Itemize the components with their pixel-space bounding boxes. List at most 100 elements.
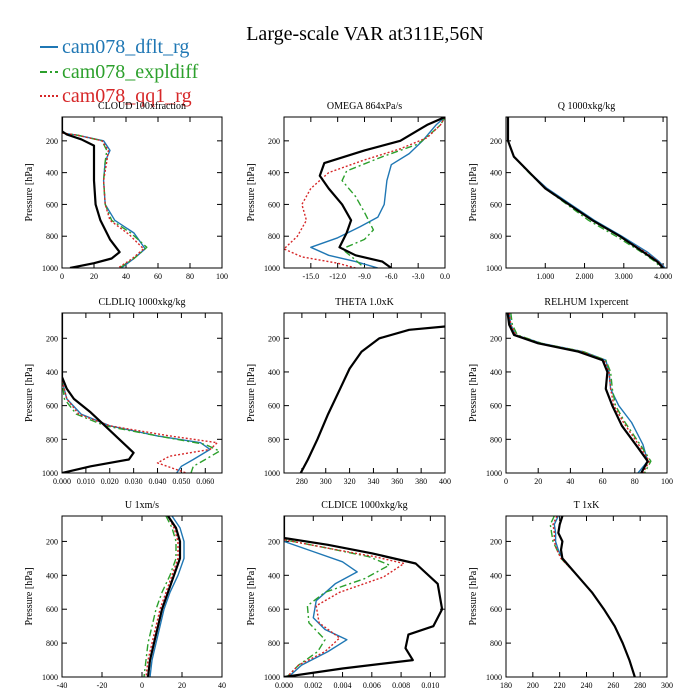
series-line-black: [506, 117, 664, 268]
y-tick-label: 400: [490, 169, 502, 178]
series-group: [62, 313, 221, 473]
y-tick-label: 1000: [42, 469, 58, 478]
panel-title: CLDICE 1000xkg/kg: [321, 500, 407, 511]
chart-panel: CLDICE 1000xkg/kg Pressure [hPa] 200 400 600…: [246, 500, 446, 690]
x-tick-label: 300: [320, 477, 332, 486]
series-line-black: [557, 516, 636, 677]
x-tick-label: -9.0: [358, 272, 371, 281]
series-line-cam078_qq1_rg: [507, 117, 665, 268]
y-axis-label: Pressure [hPa]: [468, 364, 479, 422]
y-tick-label: 200: [46, 537, 58, 546]
x-tick-label: 0.004: [334, 681, 352, 690]
x-tick-label: 320: [344, 477, 356, 486]
x-tick-label: 0.006: [363, 681, 381, 690]
x-tick-label: 220: [554, 681, 566, 690]
series-group: [62, 117, 148, 268]
plot-frame: [283, 312, 446, 474]
x-tick-label: 0.040: [149, 477, 167, 486]
x-tick-label: 400: [439, 477, 451, 486]
x-tick-label: 20: [534, 477, 542, 486]
x-tick-label: 20: [178, 681, 186, 690]
x-tick-label: 260: [607, 681, 619, 690]
x-tick-label: 0.008: [392, 681, 410, 690]
panel-title: RELHUM 1xpercent: [544, 297, 628, 308]
y-tick-label: 400: [46, 571, 58, 580]
series-line-cam078_expldiff: [143, 516, 177, 677]
series-line-cam078_qq1_rg: [62, 117, 145, 268]
y-axis-label: Pressure [hPa]: [24, 567, 35, 625]
series-line-cam078_dflt_rg: [62, 117, 146, 268]
y-tick-label: 800: [268, 435, 280, 444]
plot-frame: [283, 116, 446, 269]
y-tick-label: 200: [46, 334, 58, 343]
series-line-cam078_dflt_rg: [284, 516, 358, 677]
series-group: [549, 516, 636, 677]
x-tick-label: 40: [218, 681, 226, 690]
plot-frame: [505, 515, 668, 678]
x-tick-label: 0.010: [77, 477, 95, 486]
y-axis-label: Pressure [hPa]: [468, 163, 479, 221]
series-line-cam078_dflt_rg: [508, 313, 649, 473]
y-axis-label: Pressure [hPa]: [24, 163, 35, 221]
x-tick-label: 60: [154, 272, 162, 281]
panel-title: T 1xK: [574, 500, 600, 511]
legend-label: cam078_dflt_rg: [62, 36, 189, 58]
y-tick-label: 400: [268, 571, 280, 580]
plot-frame: [61, 515, 223, 678]
series-line-cam078_dflt_rg: [149, 516, 185, 677]
x-tick-label: 280: [634, 681, 646, 690]
y-tick-label: 400: [46, 368, 58, 377]
x-tick-label: 100: [661, 477, 673, 486]
panel-title: Q 1000xkg/kg: [558, 101, 616, 112]
panel-title: OMEGA 864xPa/s: [327, 101, 402, 112]
plot-frame: [505, 312, 668, 474]
x-tick-label: 0.020: [101, 477, 119, 486]
y-tick-label: 1000: [486, 673, 502, 682]
y-tick-label: 200: [268, 537, 280, 546]
chart-panel: THETA 1.0xK Pressure [hPa] 200 400 600 800 100…: [246, 297, 451, 486]
x-tick-label: 0: [140, 681, 144, 690]
series-line-cam078_expldiff: [510, 313, 652, 473]
x-tick-label: 0.030: [125, 477, 143, 486]
y-axis-label: Pressure [hPa]: [246, 364, 257, 422]
x-tick-label: -3.0: [412, 272, 425, 281]
series-group: [143, 516, 185, 677]
x-tick-label: 20: [90, 272, 98, 281]
x-tick-label: 4.000: [654, 272, 672, 281]
series-line-cam078_qq1_rg: [284, 516, 405, 677]
series-group: [299, 325, 445, 473]
chart-panel: CLDLIQ 1000xkg/kg Pressure [hPa] 200 400 600…: [24, 297, 223, 486]
series-group: [284, 117, 445, 268]
x-tick-label: 100: [216, 272, 228, 281]
y-tick-label: 1000: [486, 469, 502, 478]
y-tick-label: 800: [46, 639, 58, 648]
y-tick-label: 200: [490, 537, 502, 546]
series-group: [284, 516, 444, 677]
y-tick-label: 800: [268, 232, 280, 241]
x-tick-label: -6.0: [385, 272, 398, 281]
y-tick-label: 1000: [42, 264, 58, 273]
y-tick-label: 600: [490, 605, 502, 614]
x-tick-label: 180: [500, 681, 512, 690]
series-line-black: [62, 313, 135, 473]
y-axis-label: Pressure [hPa]: [246, 567, 257, 625]
y-axis-label: Pressure [hPa]: [246, 163, 257, 221]
series-group: [506, 313, 652, 473]
x-tick-label: 60: [599, 477, 607, 486]
y-tick-label: 800: [46, 232, 58, 241]
x-tick-label: 0.010: [421, 681, 439, 690]
y-tick-label: 200: [268, 137, 280, 146]
y-tick-label: 400: [268, 169, 280, 178]
y-tick-label: 600: [268, 200, 280, 209]
y-tick-label: 600: [268, 605, 280, 614]
y-tick-label: 200: [490, 334, 502, 343]
series-line-cam078_expldiff: [62, 313, 221, 473]
x-tick-label: 40: [566, 477, 574, 486]
series-line-black: [62, 117, 121, 268]
series-line-cam078_expldiff: [341, 117, 445, 268]
series-line-cam078_expldiff: [62, 117, 148, 268]
y-tick-label: 600: [46, 402, 58, 411]
chart-panel: OMEGA 864xPa/s Pressure [hPa] 200 400 600 800…: [246, 101, 450, 281]
